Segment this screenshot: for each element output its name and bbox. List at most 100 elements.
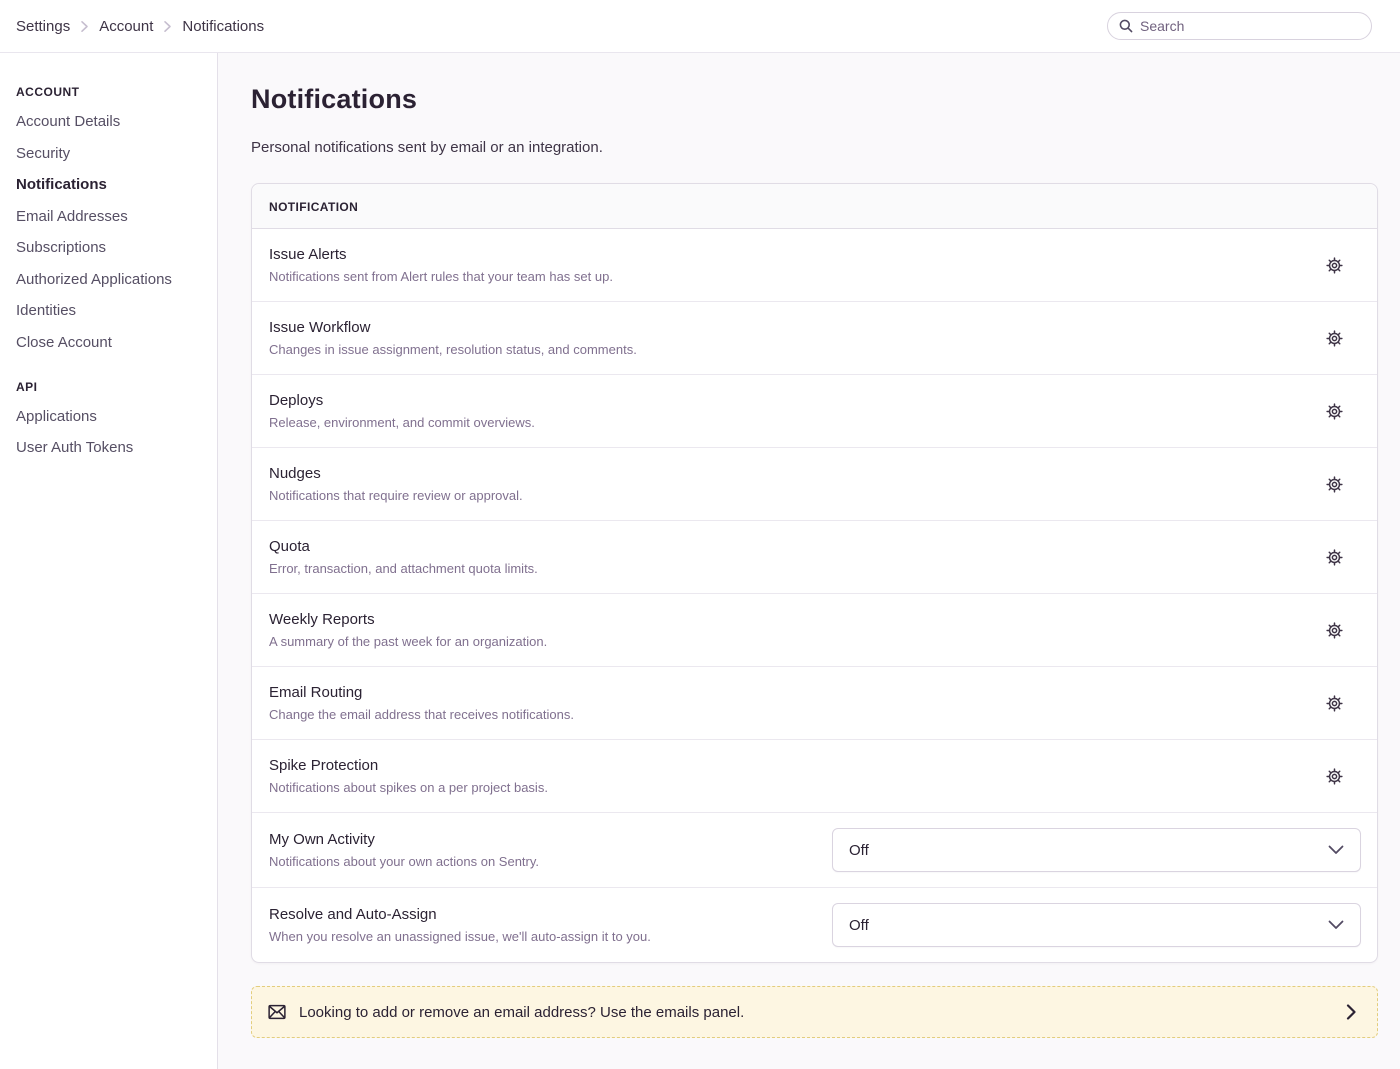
notification-select[interactable]: Off — [832, 828, 1361, 872]
gear-icon — [1325, 329, 1343, 347]
notification-panel-body: Issue Alerts Notifications sent from Ale… — [252, 229, 1377, 962]
sidebar-section-heading: ACCOUNT — [16, 85, 80, 99]
notification-settings-button[interactable] — [1320, 470, 1348, 498]
row-text: Spike Protection Notifications about spi… — [269, 756, 1320, 796]
gear-icon — [1325, 402, 1343, 420]
gear-icon — [1325, 694, 1343, 712]
notification-settings-button[interactable] — [1320, 689, 1348, 717]
notification-settings-button[interactable] — [1320, 762, 1348, 790]
sidebar-item-close-account[interactable]: Close Account — [16, 333, 112, 351]
notification-settings-button[interactable] — [1320, 324, 1348, 352]
row-title: Nudges — [269, 465, 321, 482]
sidebar-item-account-details[interactable]: Account Details — [16, 113, 121, 130]
gear-icon — [1325, 621, 1343, 639]
row-description: A summary of the past week for an organi… — [269, 634, 548, 649]
row-title: Resolve and Auto-Assign — [269, 906, 437, 923]
breadcrumb-account[interactable]: Account — [99, 17, 154, 35]
row-description: When you resolve an unassigned issue, we… — [269, 929, 651, 944]
search-input[interactable] — [1107, 12, 1372, 40]
notification-settings-button[interactable] — [1320, 616, 1348, 644]
sidebar-section-list: Applications User Auth Tokens — [16, 407, 201, 457]
sidebar-item-notifications[interactable]: Notifications — [16, 176, 107, 193]
notification-row-nudges: Nudges Notifications that require review… — [252, 448, 1377, 521]
sidebar-item-security[interactable]: Security — [16, 144, 71, 162]
row-control — [1320, 324, 1361, 352]
row-description: Release, environment, and commit overvie… — [269, 415, 535, 430]
sidebar-nav: ACCOUNT Account Details Security Notificat… — [16, 85, 201, 456]
chevron-down-icon — [1328, 845, 1344, 855]
row-text: Quota Error, transaction, and attachment… — [269, 537, 1320, 577]
row-description: Notifications about spikes on a per proj… — [269, 780, 548, 795]
breadcrumb-settings[interactable]: Settings — [16, 17, 71, 35]
row-text: Weekly Reports A summary of the past wee… — [269, 610, 1320, 650]
row-description: Error, transaction, and attachment quota… — [269, 561, 538, 576]
panel-header: NOTIFICATION — [252, 184, 1377, 229]
sidebar-item-subscriptions[interactable]: Subscriptions — [16, 239, 107, 256]
notification-row-issue-alerts: Issue Alerts Notifications sent from Ale… — [252, 229, 1377, 302]
notification-settings-button[interactable] — [1320, 543, 1348, 571]
sidebar-item-authorized-applications[interactable]: Authorized Applications — [16, 270, 172, 288]
notification-row-spike-protection: Spike Protection Notifications about spi… — [252, 740, 1377, 813]
sidebar-section: ACCOUNT Account Details Security Notificat… — [16, 85, 201, 351]
page-title: Notifications — [251, 84, 418, 114]
row-description: Change the email address that receives n… — [269, 707, 574, 722]
row-title: Issue Alerts — [269, 246, 347, 263]
main-content: Notifications Personal notifications sen… — [218, 53, 1400, 1069]
select-value: Off — [849, 916, 869, 934]
sidebar-item-email-addresses[interactable]: Email Addresses — [16, 207, 128, 225]
chevron-down-icon — [1328, 920, 1344, 930]
search-box — [1107, 12, 1372, 40]
banner-text: Looking to add or remove an email addres… — [299, 1003, 745, 1021]
notification-row-email-routing: Email Routing Change the email address t… — [252, 667, 1377, 740]
breadcrumb: Settings Account Notifications — [16, 18, 264, 35]
gear-icon — [1325, 767, 1343, 785]
row-control — [1320, 616, 1361, 644]
row-text: Email Routing Change the email address t… — [269, 683, 1320, 723]
row-control — [1320, 762, 1361, 790]
notification-row-my-own-activity: My Own Activity Notifications about your… — [252, 813, 1377, 888]
row-text: Issue Workflow Changes in issue assignme… — [269, 318, 1320, 358]
sidebar-section: API Applications User Auth Tokens — [16, 380, 201, 457]
page-subtitle: Personal notifications sent by email or … — [251, 139, 603, 156]
topbar: Settings Account Notifications — [0, 0, 1400, 53]
row-title: Spike Protection — [269, 757, 379, 774]
row-control — [1320, 543, 1361, 571]
gear-icon — [1325, 475, 1343, 493]
row-description: Notifications sent from Alert rules that… — [269, 269, 613, 284]
sidebar-section-list: Account Details Security Notifications Emai… — [16, 114, 201, 351]
row-control — [1320, 470, 1361, 498]
row-description: Notifications that require review or app… — [269, 488, 523, 503]
gear-icon — [1325, 548, 1343, 566]
notification-select[interactable]: Off — [832, 903, 1361, 947]
row-description: Changes in issue assignment, resolution … — [269, 342, 637, 357]
row-title: Issue Workflow — [269, 319, 371, 336]
row-title: Deploys — [269, 392, 324, 409]
notification-row-quota: Quota Error, transaction, and attachment… — [252, 521, 1377, 594]
row-control: Off — [832, 903, 1361, 947]
sidebar-item-applications[interactable]: Applications — [16, 407, 97, 425]
sidebar-item-user-auth-tokens[interactable]: User Auth Tokens — [16, 439, 134, 456]
breadcrumb-notifications[interactable]: Notifications — [182, 17, 265, 35]
settings-sidebar: ACCOUNT Account Details Security Notificat… — [0, 53, 218, 1069]
notification-row-issue-workflow: Issue Workflow Changes in issue assignme… — [252, 302, 1377, 375]
chevron-right-icon — [163, 20, 172, 33]
emails-panel-banner[interactable]: Looking to add or remove an email addres… — [251, 986, 1378, 1038]
envelope-icon — [268, 1004, 286, 1020]
notification-row-resolve-and-auto-assign: Resolve and Auto-Assign When you resolve… — [252, 888, 1377, 962]
row-title: My Own Activity — [269, 831, 375, 848]
notification-settings-button[interactable] — [1320, 251, 1348, 279]
row-title: Email Routing — [269, 684, 363, 701]
row-control: Off — [832, 828, 1361, 872]
row-control — [1320, 251, 1361, 279]
row-description: Notifications about your own actions on … — [269, 854, 540, 869]
sidebar-item-identities[interactable]: Identities — [16, 302, 77, 319]
gear-icon — [1325, 256, 1343, 274]
row-text: Deploys Release, environment, and commit… — [269, 391, 1320, 431]
row-title: Weekly Reports — [269, 611, 375, 628]
notification-row-weekly-reports: Weekly Reports A summary of the past wee… — [252, 594, 1377, 667]
row-text: My Own Activity Notifications about your… — [269, 830, 832, 870]
row-text: Resolve and Auto-Assign When you resolve… — [269, 905, 832, 945]
select-value: Off — [849, 841, 869, 859]
notification-settings-button[interactable] — [1320, 397, 1348, 425]
row-control — [1320, 689, 1361, 717]
